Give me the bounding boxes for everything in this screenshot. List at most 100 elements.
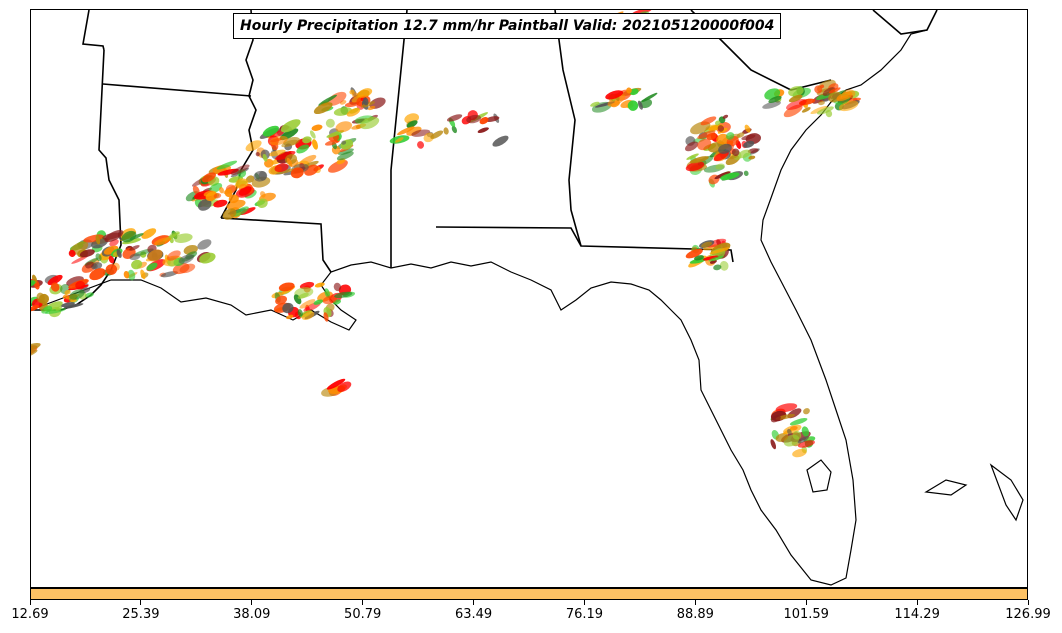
paintball-blob	[797, 436, 809, 444]
paintball-blob	[713, 264, 722, 271]
paintball-blob	[626, 87, 632, 94]
paintball-blob	[335, 121, 353, 133]
colorbar-tick	[473, 600, 475, 605]
paintball-blob	[477, 127, 489, 133]
paintball-blob	[803, 408, 810, 415]
paintball-blob	[627, 100, 639, 111]
paintball-blob	[160, 271, 178, 278]
paintball-blob	[245, 140, 262, 152]
paintball-blob	[38, 293, 50, 304]
paintball-blob	[341, 140, 347, 145]
paintball-blob	[720, 172, 740, 181]
paintball-blob	[362, 97, 369, 106]
paintball-blob	[64, 289, 71, 295]
map-title: Hourly Precipitation 12.7 mm/hr Paintbal…	[233, 13, 782, 39]
paintball-blob	[697, 130, 716, 139]
paintball-blob	[301, 311, 315, 321]
paintball-blob	[333, 282, 342, 292]
paintball-blob	[702, 255, 719, 261]
paintball-blob	[743, 170, 749, 177]
paintball-blob	[47, 274, 63, 286]
paintball-blob	[792, 448, 807, 458]
paintball-blob	[719, 260, 729, 271]
paintball-blob	[327, 159, 348, 173]
paintball-blob	[245, 175, 255, 183]
paintball-blob	[41, 305, 53, 314]
paintball-blob	[262, 153, 268, 162]
paintball-blob	[360, 101, 376, 108]
colorbar-tick	[583, 600, 585, 605]
paintball-blob	[255, 152, 260, 157]
paintball-blob	[85, 261, 94, 269]
paintball-blob	[406, 126, 422, 136]
colorbar	[30, 588, 1028, 600]
paintball-blob	[641, 92, 658, 103]
paintball-blob	[108, 255, 115, 264]
paintball-blob	[105, 264, 118, 275]
paintball-blob	[326, 130, 345, 138]
paintball-blob	[129, 253, 141, 261]
paintball-blob	[743, 140, 755, 148]
paintball-blob	[810, 105, 828, 115]
paintball-blob	[738, 149, 751, 159]
paintball-blob	[394, 137, 404, 143]
paintball-blob	[701, 241, 713, 248]
paintball-blob	[731, 148, 740, 157]
border-la-ms	[220, 217, 332, 273]
paintball-blob	[325, 118, 335, 128]
paintball-blob	[792, 430, 802, 440]
colorbar-tick-label: 50.79	[344, 607, 382, 622]
paintball-blob	[685, 248, 703, 259]
paintball-blob	[131, 259, 143, 270]
paintball-blob	[801, 107, 811, 113]
paintball-blob	[311, 124, 323, 131]
paintball-blob	[299, 299, 316, 309]
paintball-blob	[352, 92, 359, 98]
paintball-blob	[168, 231, 180, 239]
paintball-blob	[154, 237, 172, 246]
paintball-blob	[71, 255, 89, 264]
paintball-blob	[60, 302, 75, 308]
border-ar-la	[102, 83, 252, 97]
colorbar-tick-label: 114.29	[894, 607, 940, 622]
border-al-ga	[554, 10, 582, 247]
paintball-blob	[147, 249, 163, 262]
state-borders	[31, 10, 938, 311]
colorbar-tick-label: 76.19	[565, 607, 604, 622]
paintball-blob	[822, 87, 836, 96]
paintball-blob	[79, 249, 95, 258]
paintball-blob	[311, 139, 318, 150]
paintball-blob	[116, 249, 122, 258]
paintball-blob	[213, 199, 228, 208]
paintball-blob	[258, 170, 267, 181]
colorbar-tick	[140, 600, 142, 605]
paintball-blob	[50, 282, 60, 292]
border-al-fl	[435, 226, 734, 263]
paintball-blob	[818, 100, 825, 106]
colorbar-tick	[251, 600, 253, 605]
paintball-blob	[466, 114, 482, 124]
paintball-blob	[281, 139, 298, 148]
paintball-blob	[260, 191, 266, 198]
colorbar-tick	[805, 600, 807, 605]
paintball-blob	[199, 252, 216, 264]
colorbar-tick-label: 38.09	[233, 607, 271, 622]
paintball-blob	[322, 295, 337, 305]
paintball-blob	[775, 433, 789, 442]
paintball-blob	[397, 126, 415, 136]
paintball-blob	[31, 349, 38, 359]
paintball-blob	[689, 257, 707, 264]
coastline-gulf	[31, 29, 928, 586]
paintball-blob	[68, 249, 76, 257]
paintball-blob	[714, 120, 721, 126]
border-ok-tx	[82, 10, 105, 51]
paintball-blob	[268, 149, 286, 157]
paintball-blob	[718, 143, 732, 154]
precipitation-paintballs	[31, 10, 861, 458]
paintball-blob	[31, 302, 36, 309]
colorbar-tick-label: 12.69	[11, 607, 49, 622]
paintball-blob	[256, 198, 268, 208]
border-ms-al	[390, 10, 408, 268]
paintball-blob	[141, 228, 157, 239]
paintball-blob	[786, 98, 807, 110]
